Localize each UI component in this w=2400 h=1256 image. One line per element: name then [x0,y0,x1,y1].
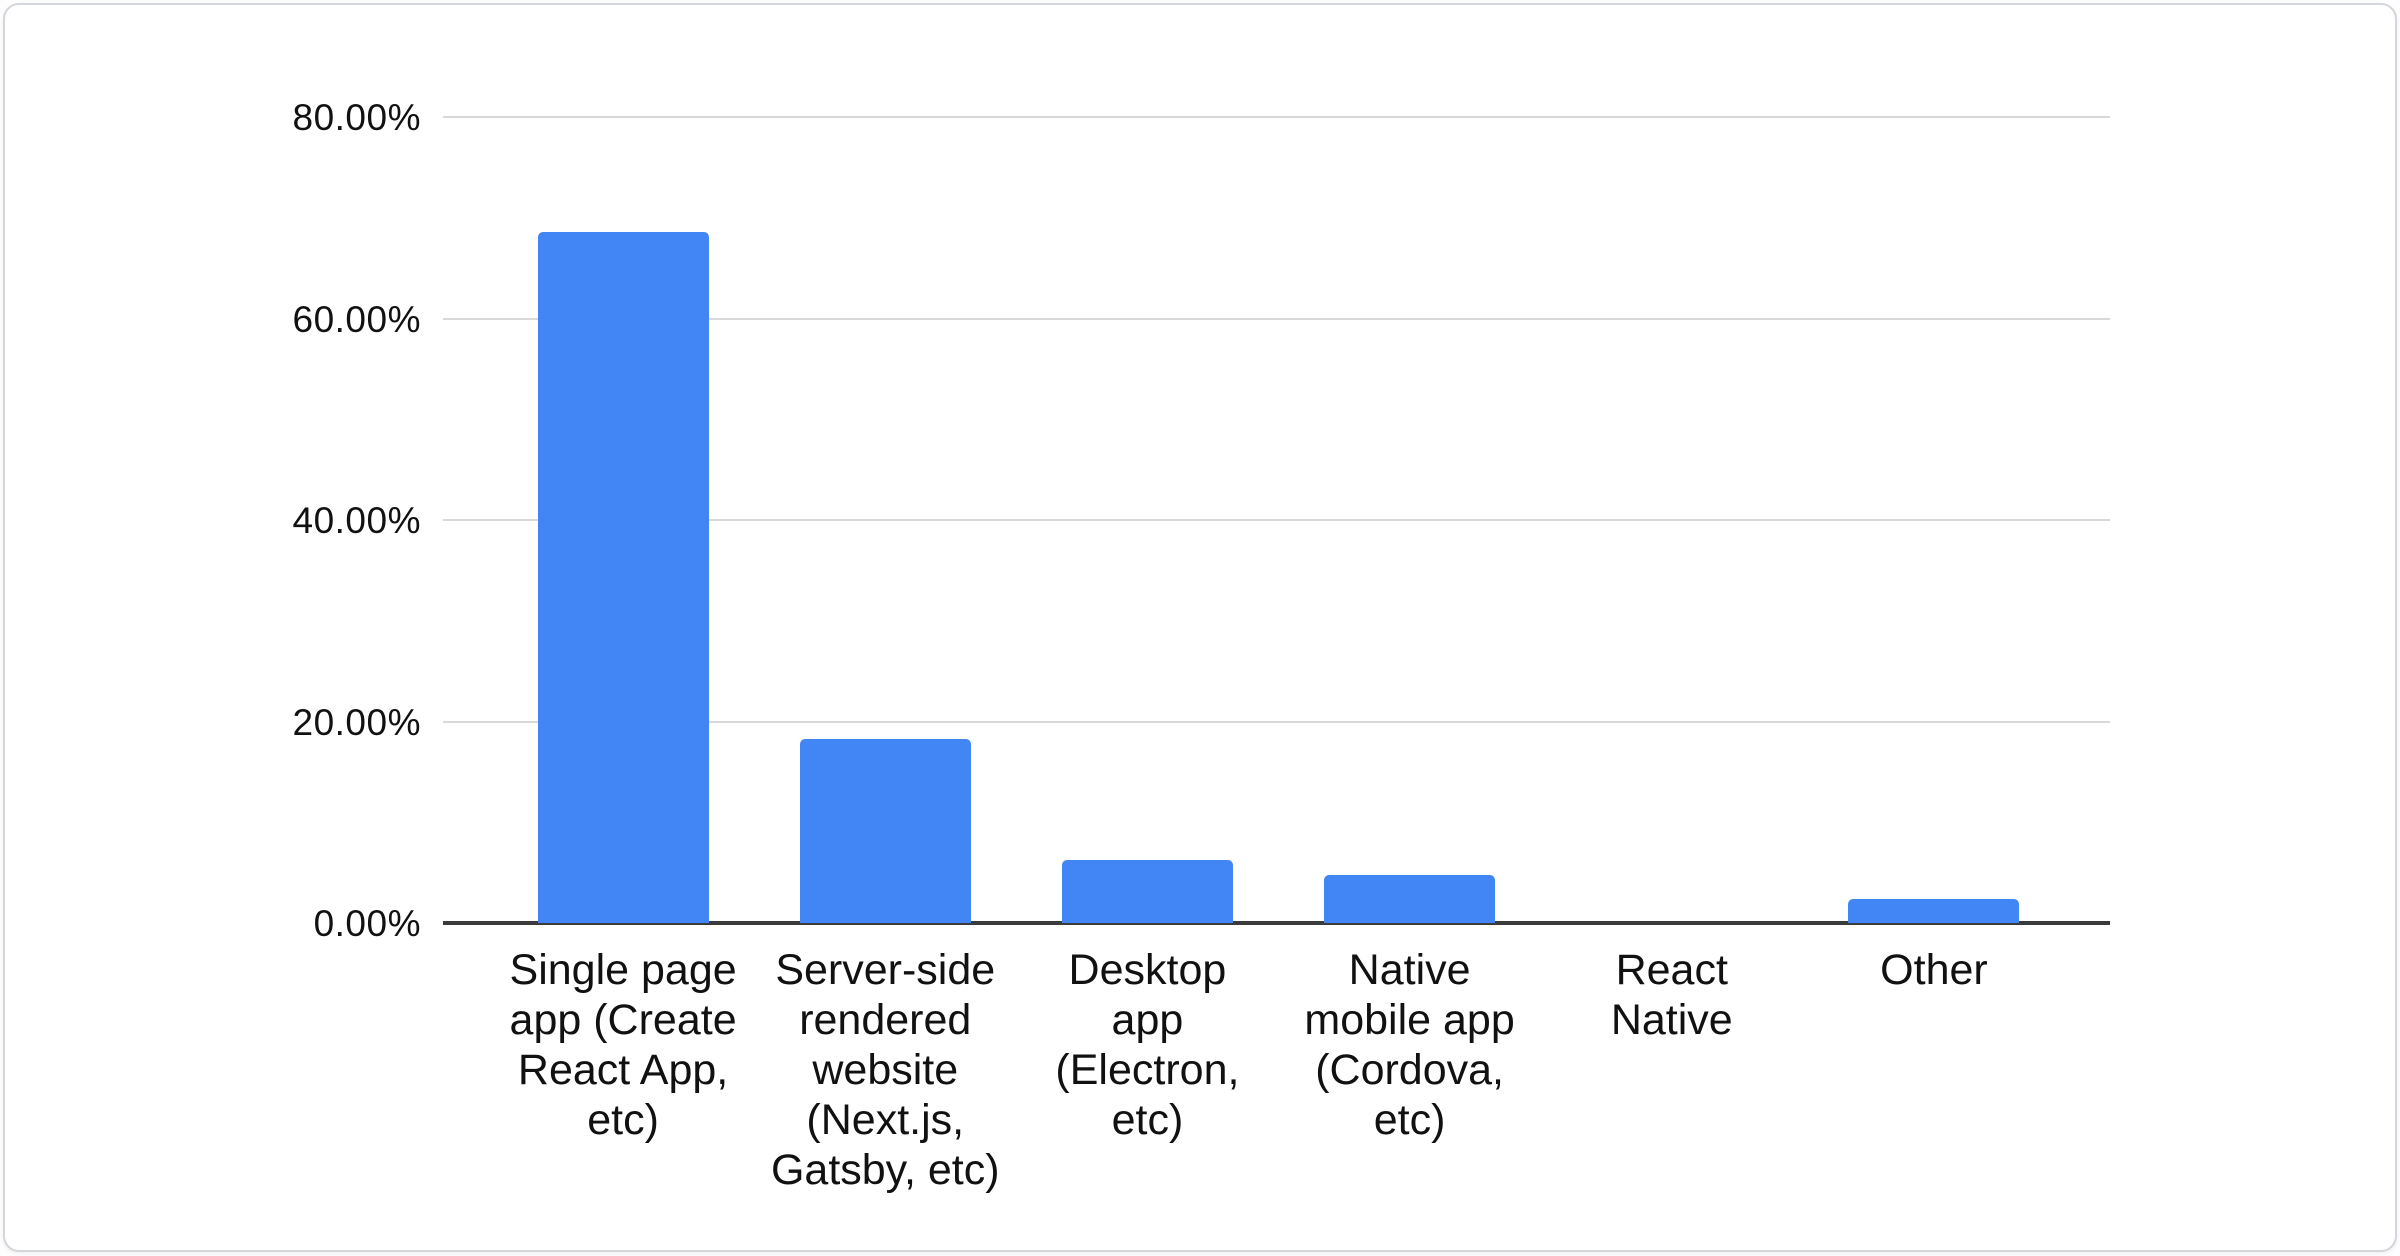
chart-card: 80.00% 60.00% 40.00% 20.00% 0.00% Single pag… [3,3,2397,1252]
bar-desktop-app [1061,859,1233,923]
bar-single-page-app [537,231,709,923]
bar-native-mobile-app [1324,874,1496,923]
bar-slot-desktop-app [1016,117,1278,923]
bar-slot-server-side-rendered-website [754,117,1016,923]
y-tick-label-80: 80.00% [292,97,421,138]
y-axis-labels: 80.00% 60.00% 40.00% 20.00% 0.00% [5,99,421,942]
y-tick-label-40: 40.00% [292,500,421,541]
bar-other [1848,898,2020,923]
y-tick-label-0: 0.00% [313,903,421,944]
y-tick-label-60: 60.00% [292,298,421,340]
x-axis-line [443,921,2110,925]
bar-slot-other [1803,117,2065,923]
x-label-desktop-app: Desktop app (Electron, etc) [1055,946,1240,1144]
gridline-80 [443,116,2110,118]
gridline-60 [443,317,2110,320]
y-tick-label-20: 20.00% [292,701,421,743]
x-label-other: Other [1880,946,1988,994]
gridline-40 [443,519,2110,521]
bar-slot-native-mobile-app [1279,117,1541,923]
gridline-20 [443,720,2110,723]
plot-area [443,116,2110,925]
x-label-server-side-rendered-website: Server-side rendered website (Next.js, G… [770,946,1000,1194]
x-label-react-native: React Native [1610,946,1733,1044]
x-label-native-mobile-app: Native mobile app (Cordova, etc) [1304,946,1515,1144]
x-axis-labels: Single page app (Create React App, etc) S… [492,945,2065,1195]
x-label-single-page-app: Single page app (Create React App, etc) [509,946,737,1144]
bar-server-side-rendered-website [799,738,971,923]
bar-slot-react-native [1541,117,1803,923]
bar-slot-single-page-app [492,117,754,923]
bars-band [492,117,2065,923]
